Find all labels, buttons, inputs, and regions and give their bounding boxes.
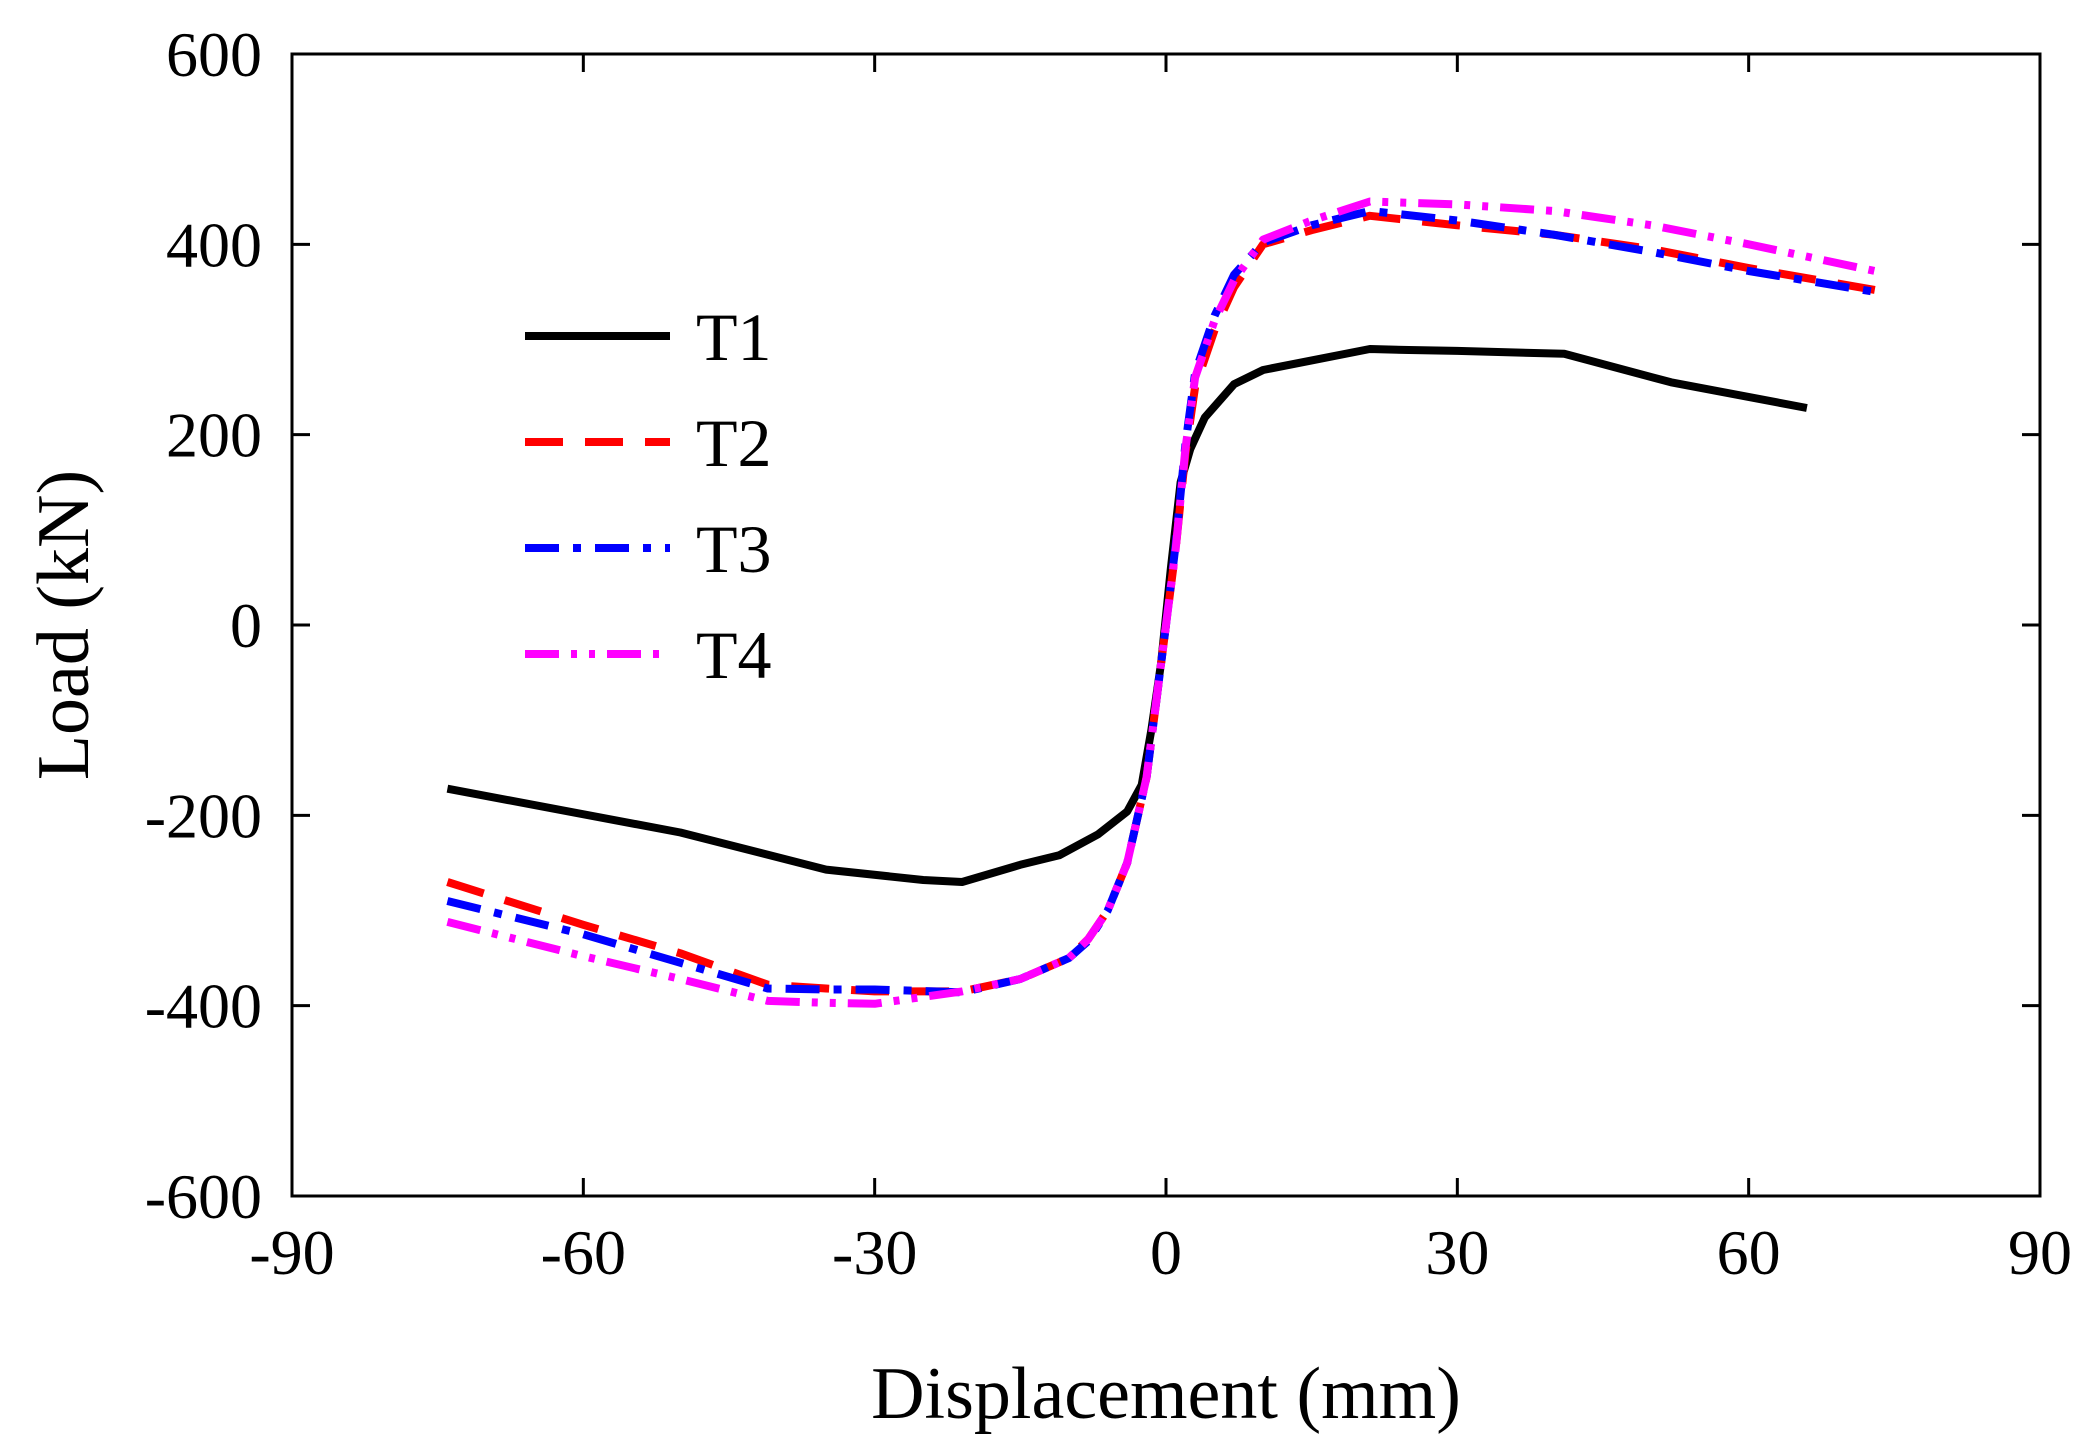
x-tick-label: -30: [832, 1217, 917, 1288]
legend-label-t1: T1: [696, 299, 772, 375]
legend-label-t2: T2: [696, 405, 772, 481]
y-tick-label: -400: [145, 971, 262, 1042]
x-tick-label: 90: [2008, 1217, 2072, 1288]
ticks-layer: [292, 54, 2040, 1196]
x-tick-label: 30: [1425, 1217, 1489, 1288]
legend-label-t4: T4: [696, 617, 772, 693]
x-tick-label: -90: [249, 1217, 334, 1288]
y-tick-label: -600: [145, 1161, 262, 1232]
series-layer: [446, 197, 1876, 1008]
y-tick-label: 200: [166, 400, 262, 471]
y-tick-label: -200: [145, 780, 262, 851]
y-tick-label: 600: [166, 19, 262, 90]
series-line-t3: [446, 207, 1876, 997]
x-tick-label: 0: [1150, 1217, 1182, 1288]
x-tick-label: 60: [1717, 1217, 1781, 1288]
x-axis-label: Displacement (mm): [871, 1353, 1461, 1435]
series-line-t4: [446, 197, 1876, 1008]
tick-labels-layer: -90 -60 -30 0 30 60 90 -600 -400 -200 0 200 400 600: [145, 19, 2072, 1288]
legend: T1 T2 T3 T4: [525, 299, 772, 693]
y-axis-label: Load (kN): [23, 470, 105, 780]
series-line-t1: [446, 345, 1808, 886]
y-tick-label: 0: [230, 590, 262, 661]
y-tick-label: 400: [166, 209, 262, 280]
x-tick-label: -60: [541, 1217, 626, 1288]
legend-label-t3: T3: [696, 511, 772, 587]
